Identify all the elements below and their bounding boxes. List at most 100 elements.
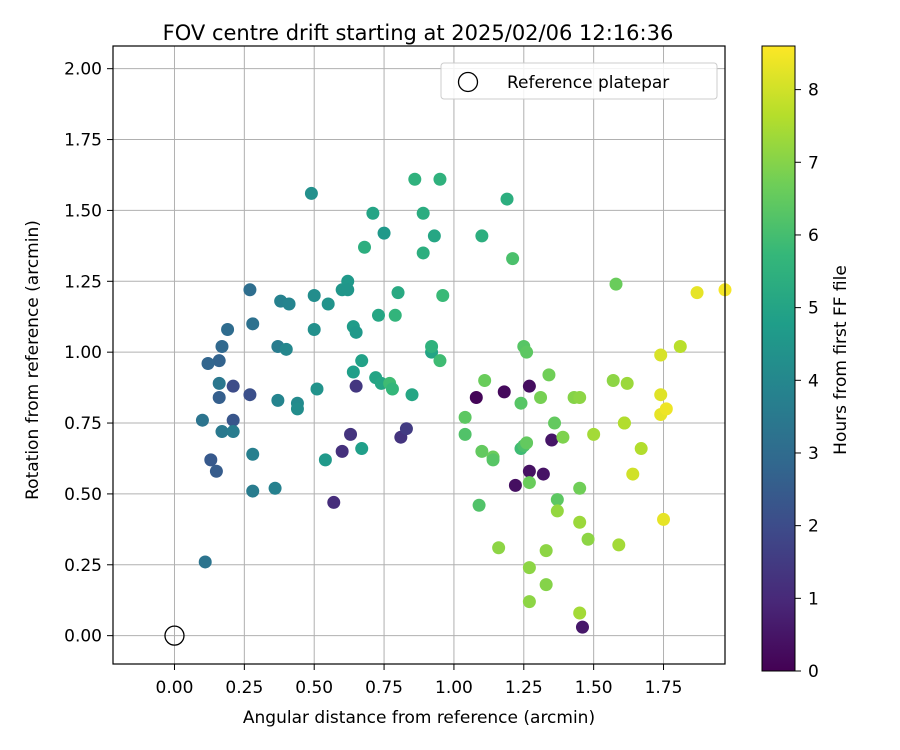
data-point: [355, 442, 369, 456]
data-point: [344, 427, 358, 441]
data-point: [573, 391, 587, 405]
data-point: [366, 206, 380, 220]
y-tick-label: 0.50: [64, 485, 102, 505]
data-point: [405, 388, 419, 402]
data-point: [620, 376, 634, 390]
data-point: [508, 478, 522, 492]
data-point: [427, 229, 441, 243]
data-point: [271, 393, 285, 407]
data-point: [475, 444, 489, 458]
data-point: [388, 308, 402, 322]
legend-label-reference: Reference platepar: [507, 73, 669, 93]
data-point: [318, 453, 332, 467]
data-point: [408, 172, 422, 186]
x-tick-label: 0.75: [365, 678, 403, 698]
x-tick-label: 0.25: [225, 678, 263, 698]
data-point: [385, 382, 399, 396]
data-point: [458, 410, 472, 424]
colorbar-tick-label: 7: [808, 153, 819, 173]
data-point: [690, 286, 704, 300]
data-point: [581, 532, 595, 546]
x-tick-label: 0.50: [295, 678, 333, 698]
x-tick-label: 1.25: [505, 678, 543, 698]
data-point: [536, 467, 550, 481]
data-point: [212, 354, 226, 368]
x-tick-label: 1.00: [435, 678, 473, 698]
data-point: [226, 425, 240, 439]
data-point: [246, 317, 260, 331]
data-point: [545, 433, 559, 447]
data-point: [201, 357, 215, 371]
data-point: [215, 425, 229, 439]
axis-ticks: 0.00 0.25 0.50 0.75 1.00 1.25 1.50 1.75 0.00 0.25…: [64, 60, 682, 698]
data-point: [243, 283, 257, 297]
data-point: [341, 283, 355, 297]
data-point: [506, 252, 520, 266]
data-point: [657, 512, 671, 526]
data-point: [436, 288, 450, 302]
data-point: [522, 379, 536, 393]
data-points: [164, 172, 732, 646]
data-point: [548, 416, 562, 430]
data-point: [321, 297, 335, 311]
x-axis-title: Angular distance from reference (arcmin): [243, 708, 595, 728]
data-point: [609, 277, 623, 291]
data-point: [654, 348, 668, 362]
data-point: [673, 339, 687, 353]
data-point: [355, 354, 369, 368]
data-point: [195, 413, 209, 427]
data-point: [307, 322, 321, 336]
data-point: [492, 541, 506, 555]
data-point: [522, 561, 536, 575]
data-point: [268, 481, 282, 495]
data-point: [290, 402, 304, 416]
data-point: [346, 365, 360, 379]
data-point: [573, 481, 587, 495]
data-point: [226, 413, 240, 427]
data-point: [472, 498, 486, 512]
data-point: [279, 342, 293, 356]
data-point: [246, 484, 260, 498]
y-tick-label: 1.50: [64, 201, 102, 221]
y-tick-label: 0.75: [64, 414, 102, 434]
data-point: [204, 453, 218, 467]
data-point: [221, 322, 235, 336]
data-point: [556, 430, 570, 444]
data-point: [399, 422, 413, 436]
data-point: [282, 297, 296, 311]
colorbar-tick-label: 0: [808, 662, 819, 682]
data-point: [349, 379, 363, 393]
data-point: [573, 515, 587, 529]
data-point: [226, 379, 240, 393]
data-point: [358, 240, 372, 254]
grid: [113, 46, 725, 664]
colorbar-tick-label: 3: [808, 444, 819, 464]
data-point: [539, 544, 553, 558]
legend: Reference platepar: [440, 62, 718, 100]
data-point: [612, 538, 626, 552]
data-point: [377, 226, 391, 240]
data-point: [522, 464, 536, 478]
x-tick-label: 1.50: [575, 678, 613, 698]
data-point: [371, 308, 385, 322]
data-point: [433, 172, 447, 186]
data-point: [520, 436, 534, 450]
data-point: [198, 555, 212, 569]
data-point: [587, 427, 601, 441]
colorbar-tick-label: 2: [808, 517, 819, 537]
data-point: [550, 493, 564, 507]
x-tick-label: 1.75: [645, 678, 683, 698]
data-point: [416, 206, 430, 220]
colorbar-tick-label: 5: [808, 299, 819, 319]
data-point: [391, 286, 405, 300]
legend-box: [440, 62, 718, 100]
data-point: [416, 246, 430, 260]
legend-marker-reference: [457, 71, 479, 93]
data-point: [534, 391, 548, 405]
data-point: [573, 606, 587, 620]
colorbar: [761, 45, 796, 672]
data-point: [500, 192, 514, 206]
data-point: [617, 416, 631, 430]
data-point: [349, 325, 363, 339]
